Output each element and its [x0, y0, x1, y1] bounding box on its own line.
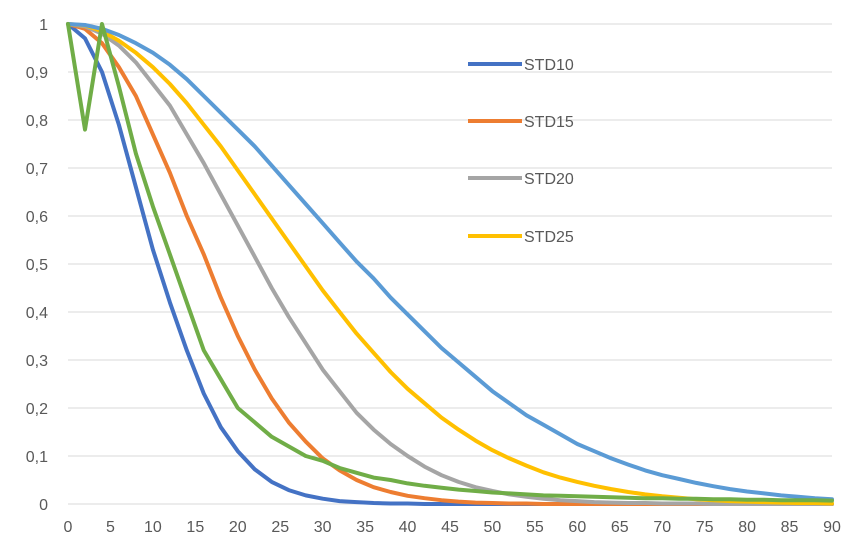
y-tick-label: 0,7: [26, 161, 48, 178]
x-tick-label: 80: [738, 519, 756, 536]
legend-label: STD10: [524, 57, 574, 74]
y-tick-label: 0,5: [26, 257, 48, 274]
x-tick-label: 15: [186, 519, 204, 536]
x-tick-label: 0: [64, 519, 73, 536]
x-tick-label: 45: [441, 519, 459, 536]
x-tick-label: 75: [696, 519, 714, 536]
x-tick-label: 70: [653, 519, 671, 536]
series-line-unlabeled-5: [66, 22, 834, 503]
y-tick-label: 0,9: [26, 65, 48, 82]
y-tick-label: 0,8: [26, 113, 48, 130]
legend-label: STD15: [524, 114, 574, 131]
x-tick-label: 40: [399, 519, 417, 536]
y-tick-label: 0,3: [26, 353, 48, 370]
x-axis-tick-labels: 0 5 10 15 20 25 30 35 40 45 50 55 60 65 70 75 80 85 90: [64, 519, 841, 536]
x-tick-label: 35: [356, 519, 374, 536]
x-tick-label: 85: [781, 519, 799, 536]
x-tick-label: 50: [484, 519, 502, 536]
y-tick-label: 0,1: [26, 449, 48, 466]
y-tick-label: 0,4: [26, 305, 48, 322]
x-tick-label: 90: [823, 519, 841, 536]
gridlines: [68, 23, 832, 505]
y-tick-label: 0,2: [26, 401, 48, 418]
y-axis-tick-labels: 0 0,1 0,2 0,3 0,4 0,5 0,6 0,7 0,8 0,9 1: [26, 17, 48, 514]
x-tick-label: 55: [526, 519, 544, 536]
x-tick-label: 10: [144, 519, 162, 536]
y-tick-label: 0: [39, 497, 48, 514]
y-tick-label: 0,6: [26, 209, 48, 226]
y-tick-label: 1: [39, 17, 48, 34]
series-lines: [66, 22, 834, 506]
x-tick-label: 60: [568, 519, 586, 536]
series-line-std20: [66, 22, 834, 506]
x-tick-label: 65: [611, 519, 629, 536]
series-line-unlabeled-4: [66, 22, 834, 502]
x-tick-label: 25: [271, 519, 289, 536]
x-tick-label: 20: [229, 519, 247, 536]
x-tick-label: 5: [106, 519, 115, 536]
x-tick-label: 30: [314, 519, 332, 536]
legend-label: STD25: [524, 229, 574, 246]
legend-label: STD20: [524, 171, 574, 188]
legend: STD10 STD15 STD20 STD25: [468, 57, 574, 246]
